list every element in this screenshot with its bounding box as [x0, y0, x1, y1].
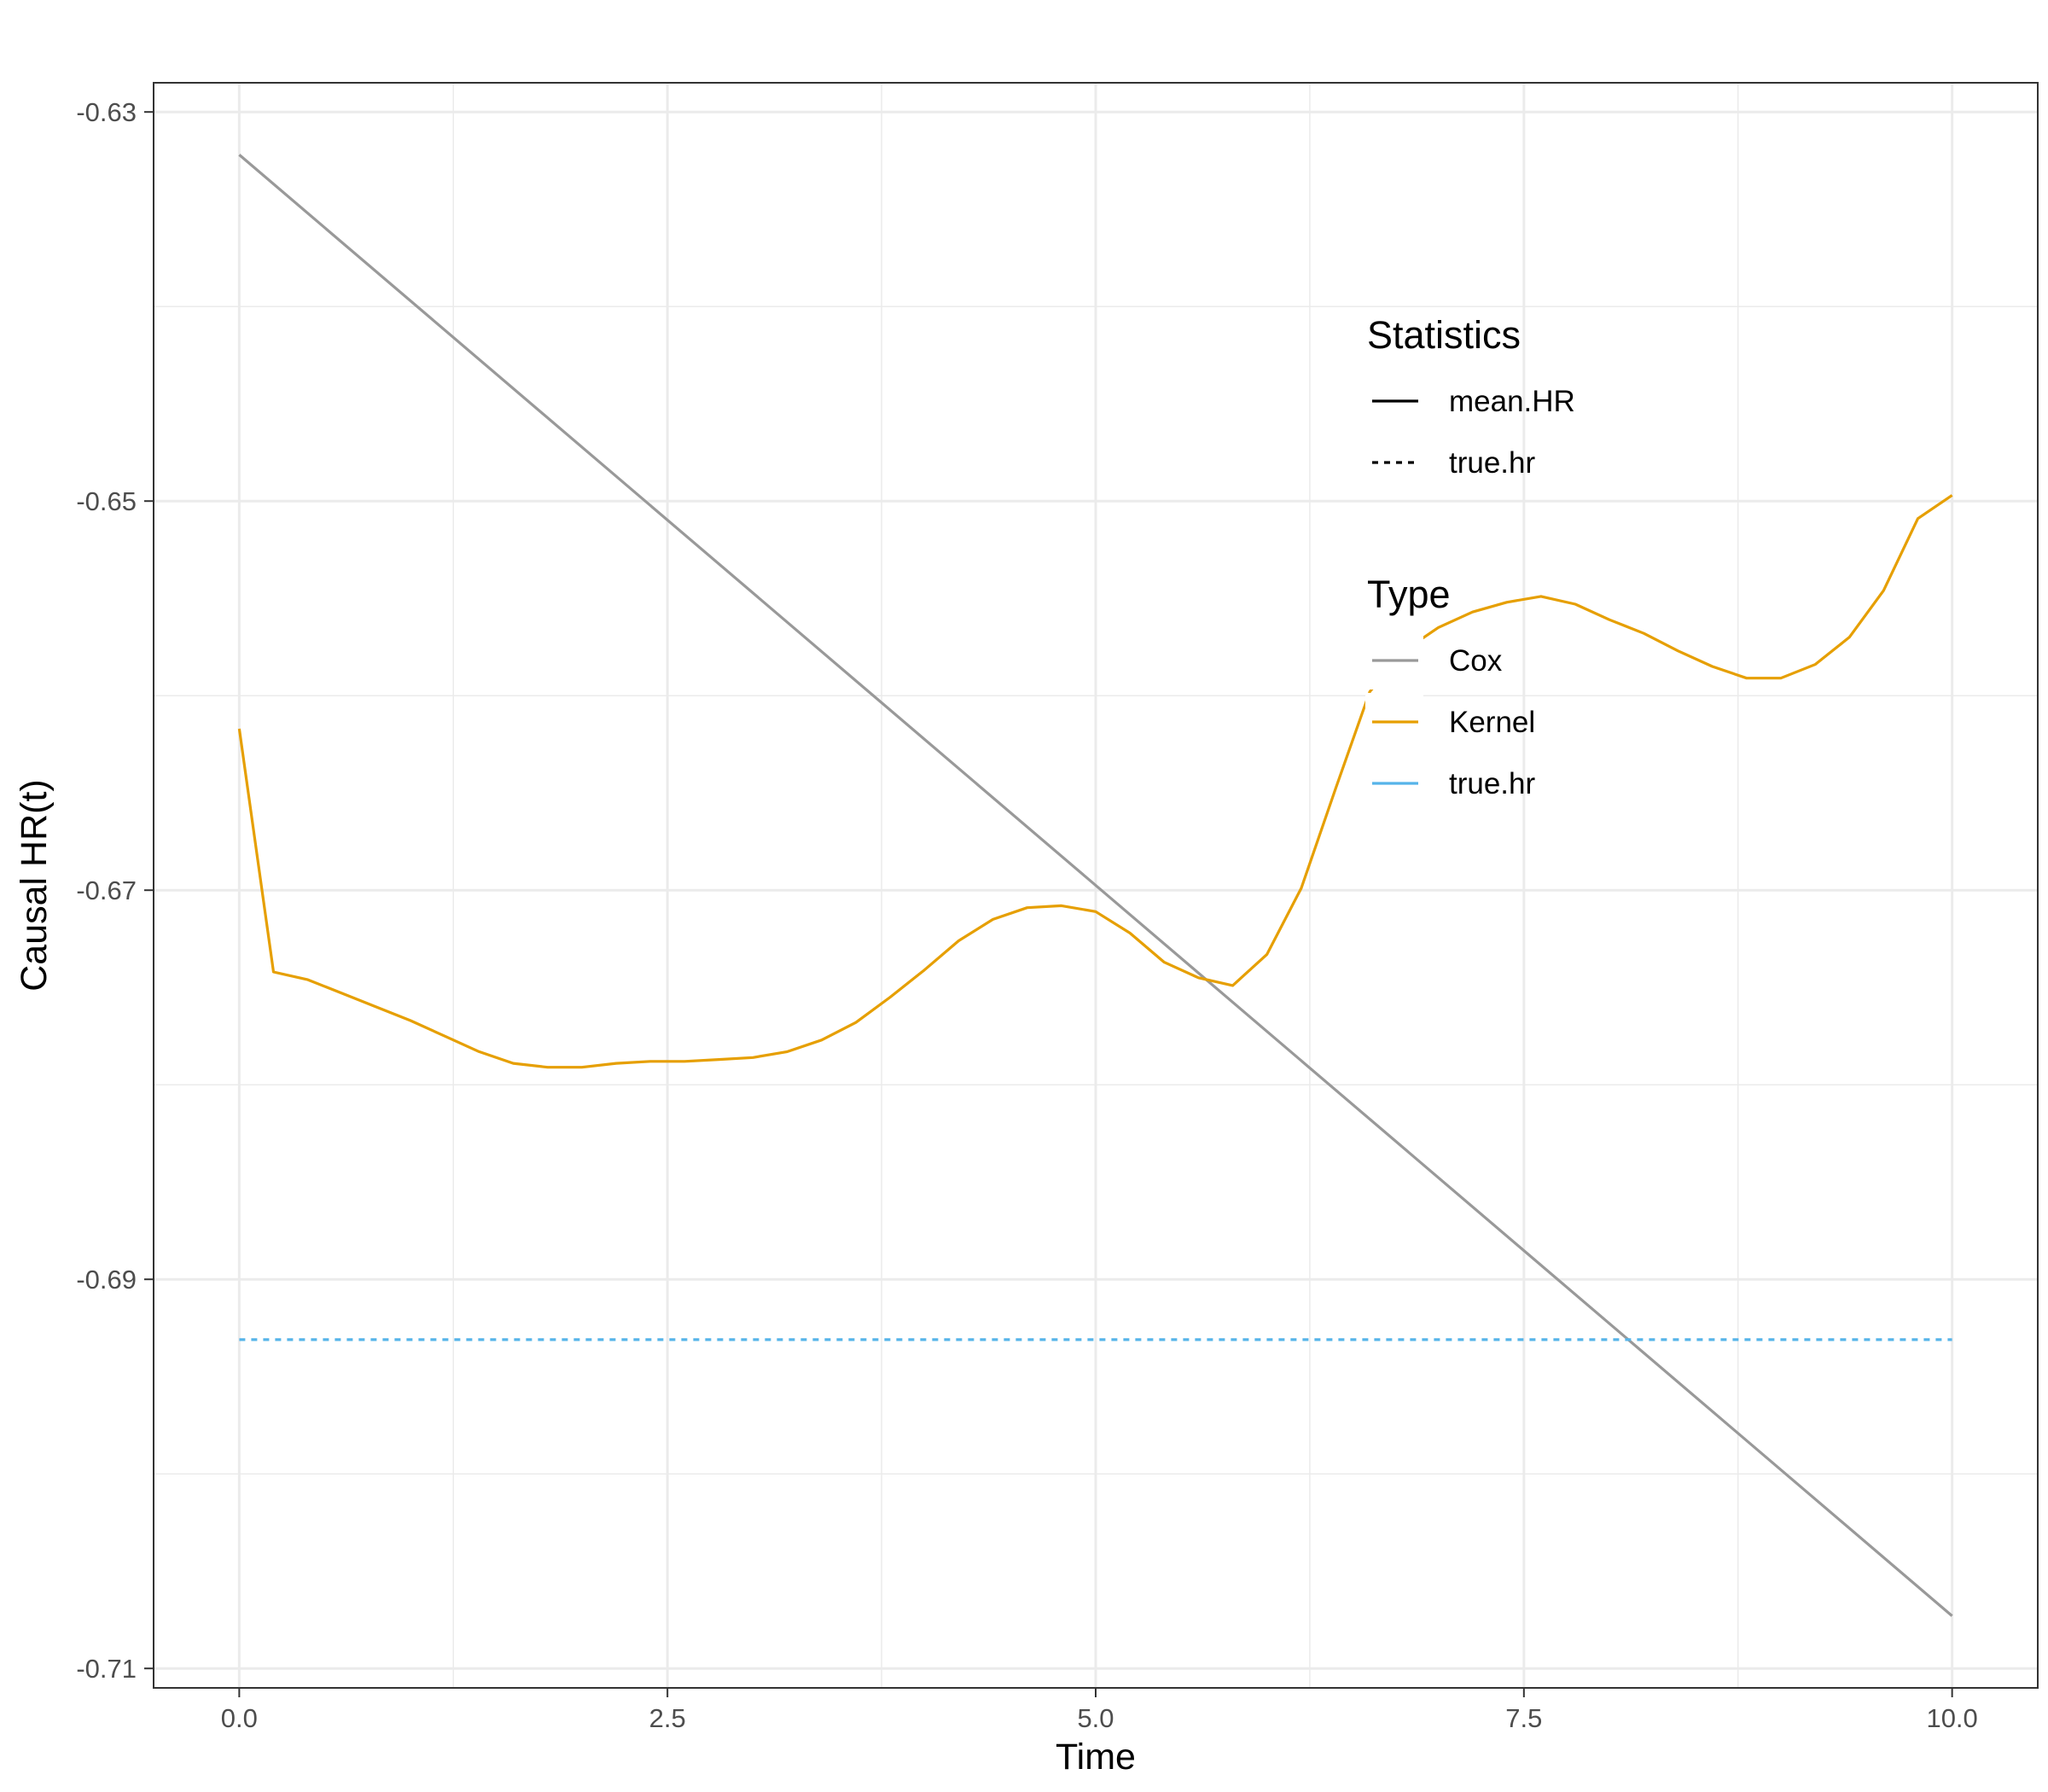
y-tick-label: -0.67: [76, 876, 137, 905]
grid: [154, 83, 2038, 1688]
y-axis-title: Causal HR(t): [14, 779, 55, 992]
x-tick-label: 7.5: [1505, 1703, 1542, 1733]
axes: 0.0 2.5 5.0 7.5 10.0 -0.63 -0.65 -0.67 -0.69 -0.7…: [76, 97, 1977, 1733]
legend-label: true.hr: [1449, 767, 1535, 800]
legend-label: mean.HR: [1449, 385, 1575, 418]
y-tick-label: -0.71: [76, 1654, 137, 1684]
y-tick-label: -0.65: [76, 486, 137, 516]
x-tick-label: 2.5: [649, 1703, 686, 1733]
x-tick-label: 10.0: [1926, 1703, 1977, 1733]
legend-label: true.hr: [1449, 446, 1535, 480]
legend-title: Statistics: [1367, 313, 1521, 357]
series-layer: [237, 154, 1953, 1617]
y-tick-label: -0.63: [76, 97, 137, 127]
legend-label: Cox: [1449, 644, 1503, 678]
legend-label: Kernel: [1449, 706, 1535, 739]
y-tick-label: -0.69: [76, 1265, 137, 1295]
x-axis-title: Time: [1056, 1737, 1136, 1777]
legend: Statistics mean.HR true.hr Type Cox Kernel tru…: [1365, 313, 1575, 812]
series-line-cox: [238, 154, 1953, 1617]
x-tick-label: 0.0: [221, 1703, 258, 1733]
x-tick-label: 5.0: [1077, 1703, 1114, 1733]
legend-title: Type: [1367, 573, 1451, 616]
series-line-kernel: [237, 494, 1953, 1069]
